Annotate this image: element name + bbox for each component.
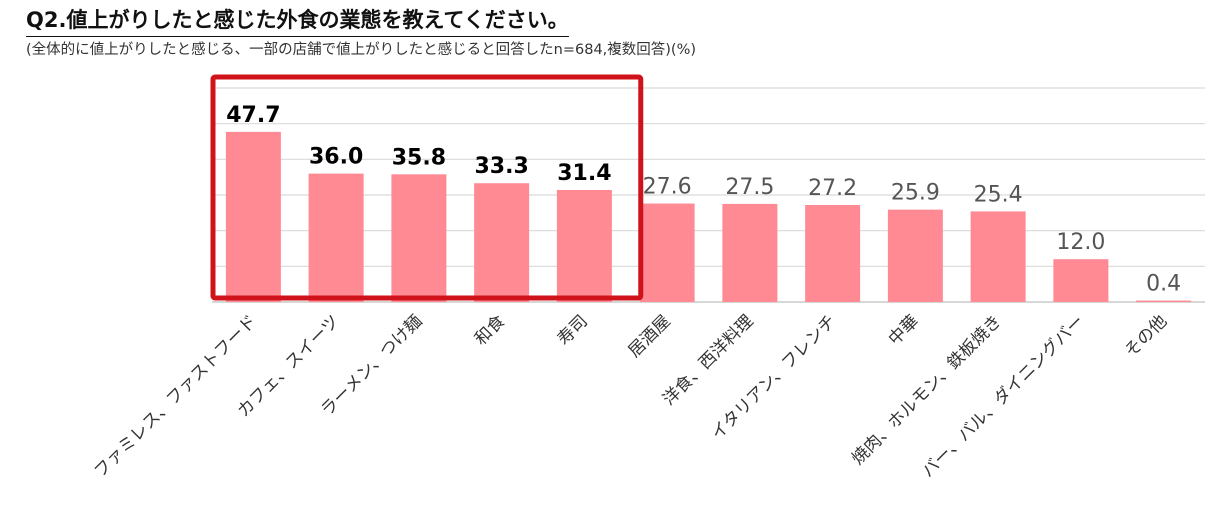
bar (887, 209, 943, 302)
value-label: 12.0 (1056, 230, 1105, 255)
chart-title: Q2.値上がりしたと感じた外食の業態を教えてください。 (26, 4, 569, 37)
value-label: 27.2 (808, 176, 857, 201)
category-label: その他 (1121, 311, 1171, 361)
bar (722, 203, 778, 302)
category-label: 居酒屋 (624, 311, 674, 361)
category-label: バー、バル、ダイニングバー (918, 311, 1088, 481)
category-label: 和食 (471, 311, 509, 349)
gridlines (212, 87, 1205, 303)
value-labels: 47.7 36.0 35.8 33.3 31.4 27.6 27.5 27.2 25.9 25.4… (226, 103, 1181, 297)
bars (225, 131, 1192, 302)
bar (970, 211, 1026, 302)
value-label: 36.0 (309, 145, 363, 170)
category-label: 中華 (885, 311, 923, 349)
bar (639, 203, 695, 302)
value-label: 27.6 (643, 175, 692, 200)
highlight-box (210, 74, 644, 301)
value-label: 25.4 (974, 182, 1023, 207)
value-label: 25.9 (891, 181, 940, 206)
value-label: 27.5 (725, 175, 774, 200)
chart-subtitle: (全体的に値上がりしたと感じる、一部の店舗で値上がりしたと感じると回答したn=6… (26, 42, 697, 58)
bar (805, 204, 861, 302)
category-label: ファミレス、ファストフード (90, 311, 260, 481)
value-label: 31.4 (557, 161, 611, 186)
bar (1136, 300, 1192, 302)
value-label: 47.7 (226, 103, 280, 128)
value-label: 0.4 (1146, 272, 1181, 297)
bar (556, 190, 612, 302)
category-label: 焼肉、ホルモン、鉄板焼き (848, 311, 1006, 469)
value-label: 35.8 (392, 145, 446, 170)
category-label: 寿司 (554, 311, 592, 349)
bar (308, 173, 364, 302)
value-label: 33.3 (474, 154, 528, 179)
bar (225, 131, 281, 302)
bar (1053, 259, 1109, 302)
bar (391, 174, 447, 302)
bar (474, 183, 530, 302)
